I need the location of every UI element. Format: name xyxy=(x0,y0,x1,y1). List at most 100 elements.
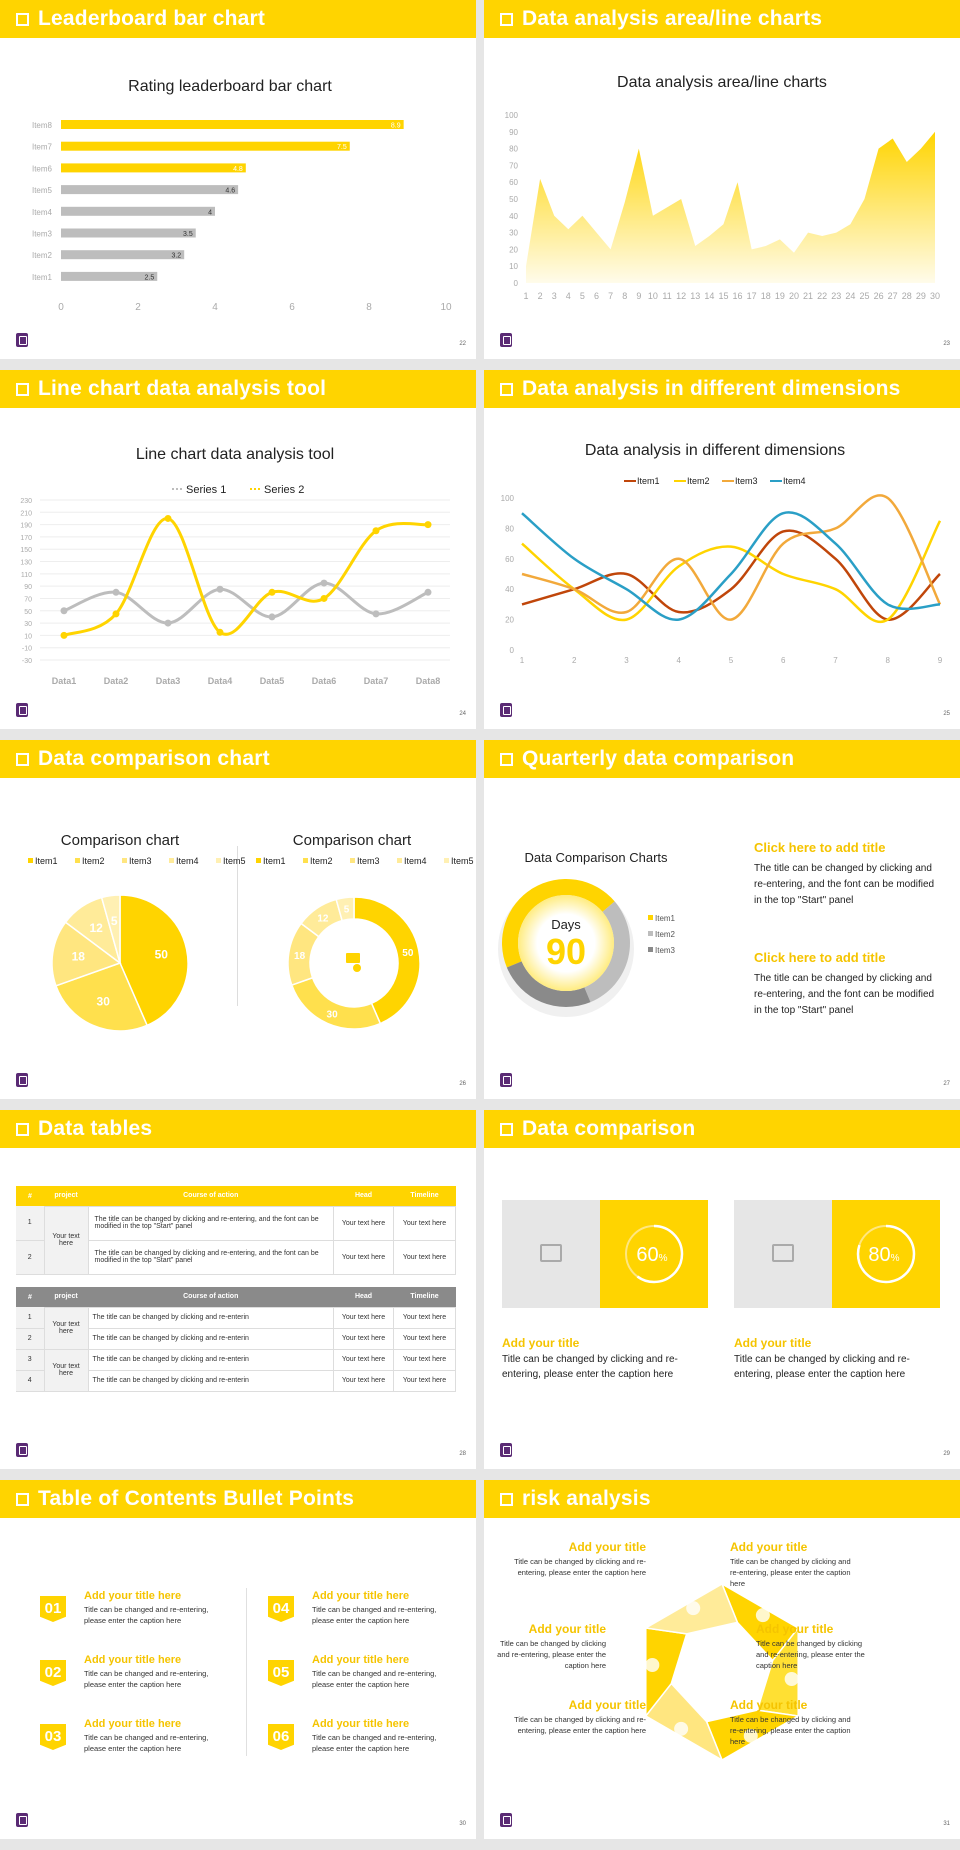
head-cell: Your text here xyxy=(333,1369,394,1392)
tick-label: 21 xyxy=(803,291,813,301)
category-label: Data4 xyxy=(208,676,233,686)
row-number: 4 xyxy=(16,1370,44,1392)
timeline-cell: Your text here xyxy=(393,1348,456,1371)
tick-label: 10 xyxy=(509,262,518,271)
toc-body: Title can be changed and re-entering, pl… xyxy=(84,1605,209,1625)
timeline-cell: Your text here xyxy=(393,1239,456,1275)
toc-number-badge: 03 xyxy=(40,1724,66,1750)
slide-title: Data analysis in different dimensions xyxy=(522,377,901,400)
row-number: 3 xyxy=(16,1349,44,1371)
tick-label: 0 xyxy=(510,646,515,655)
center-label: Days xyxy=(551,917,581,932)
col-header: # xyxy=(28,1293,32,1301)
tick-label: 5 xyxy=(729,656,734,665)
checkbox-icon xyxy=(16,1492,29,1506)
data-label: 30 xyxy=(327,1009,339,1020)
data-label: 30 xyxy=(97,995,111,1009)
table-row: 2 The title can be changed by clicking a… xyxy=(16,1239,456,1275)
tick-label: 0 xyxy=(58,302,64,313)
project-cell: Your text here xyxy=(43,1306,89,1350)
category-label: Item8 xyxy=(32,121,53,130)
risk-item[interactable]: Add your title Title can be changed by cl… xyxy=(504,1698,646,1736)
tick-label: 80 xyxy=(509,145,518,154)
col-header: Timeline xyxy=(410,1293,439,1301)
chart-title: Rating leaderboard bar chart xyxy=(128,78,332,95)
toc-item[interactable]: 06 Add your title here Title can be change… xyxy=(268,1718,468,1768)
tick-label: 0 xyxy=(514,279,519,288)
toc-title: Add your title here xyxy=(312,1590,410,1602)
line-chart: Series 1 Series 2 -30 -10 10 30 50 70 90 110 130 15… xyxy=(20,484,450,686)
logo-icon xyxy=(16,1073,28,1087)
legend-label: Item3 xyxy=(129,856,152,866)
toc-item[interactable]: 02 Add your title here Title can be change… xyxy=(40,1654,240,1704)
toc-body: Title can be changed and re-entering, pl… xyxy=(312,1733,437,1753)
logo-icon xyxy=(500,333,512,347)
risk-item[interactable]: Add your title Title can be changed by cl… xyxy=(730,1540,854,1589)
data-point xyxy=(372,527,380,535)
tick-label: 26 xyxy=(874,291,884,301)
toc-item[interactable]: 01 Add your title here Title can be change… xyxy=(40,1590,240,1640)
data-label: 18 xyxy=(72,950,86,964)
chart-title: Comparison chart xyxy=(60,832,180,849)
tick-label: 3 xyxy=(624,656,629,665)
legend-swatch xyxy=(397,858,402,863)
tick-label: 50 xyxy=(24,609,32,616)
data-point xyxy=(320,594,328,602)
slide-title: Data analysis area/line charts xyxy=(522,7,823,30)
legend-label: Item2 xyxy=(82,856,105,866)
toc-item[interactable]: 05 Add your title here Title can be change… xyxy=(268,1654,468,1704)
table-row: 3 Your text here The title can be change… xyxy=(16,1348,456,1392)
logo-icon xyxy=(500,703,512,717)
risk-item[interactable]: Add your title Title can be changed by cl… xyxy=(756,1622,868,1671)
progress-value: 60% xyxy=(636,1244,667,1266)
risk-item[interactable]: Add your title Title can be changed by cl… xyxy=(730,1698,854,1747)
category-label: Item6 xyxy=(32,164,53,173)
data-point xyxy=(424,588,432,596)
tick-label: -10 xyxy=(22,646,32,653)
tick-label: 29 xyxy=(916,291,926,301)
checkbox-icon xyxy=(500,1122,513,1136)
image-placeholder[interactable] xyxy=(502,1200,600,1308)
legend-label: Series 2 xyxy=(264,484,304,496)
tick-label: 10 xyxy=(440,302,452,313)
tick-label: 7 xyxy=(608,291,613,301)
risk-item[interactable]: Add your title Title can be changed by cl… xyxy=(504,1540,646,1578)
legend-swatch xyxy=(350,858,355,863)
building-icon xyxy=(645,1658,660,1673)
block-title[interactable]: Click here to add title xyxy=(754,950,886,965)
toc-item[interactable]: 03 Add your title here Title can be change… xyxy=(40,1718,240,1768)
legend-swatch xyxy=(648,915,653,920)
tick-label: 30 xyxy=(24,621,32,628)
tick-label: 190 xyxy=(20,523,32,530)
toc-item[interactable]: 04 Add your title here Title can be change… xyxy=(268,1590,468,1640)
tick-label: 130 xyxy=(20,560,32,567)
col-header: project xyxy=(54,1293,78,1301)
card-title[interactable]: Add your title xyxy=(502,1336,580,1350)
risk-item[interactable]: Add your title Title can be changed by cl… xyxy=(494,1622,606,1671)
progress-arc xyxy=(624,1224,684,1284)
legend-swatch xyxy=(28,858,33,863)
tick-label: 25 xyxy=(859,291,869,301)
tick-label: 19 xyxy=(775,291,785,301)
legend-label: Item5 xyxy=(451,856,474,866)
tick-label: 4 xyxy=(566,291,571,301)
risk-title: Add your title xyxy=(730,1540,808,1554)
slide-header: Data analysis in different dimensions xyxy=(484,370,960,408)
legend-swatch xyxy=(256,858,261,863)
tick-label: 15 xyxy=(718,291,728,301)
slide-header: risk analysis xyxy=(484,1480,960,1518)
tick-label: 28 xyxy=(902,291,912,301)
timeline-cell: Your text here xyxy=(393,1327,456,1350)
risk-body: Title can be changed by clicking and re-… xyxy=(756,1639,865,1670)
legend-swatch xyxy=(75,858,80,863)
slide-title: Data tables xyxy=(38,1117,153,1140)
image-placeholder[interactable] xyxy=(734,1200,832,1308)
block-title[interactable]: Click here to add title xyxy=(754,840,886,855)
tick-label: 24 xyxy=(845,291,855,301)
data-point xyxy=(216,628,224,636)
card-title[interactable]: Add your title xyxy=(734,1336,812,1350)
category-label: Data8 xyxy=(416,676,441,686)
tick-label: 30 xyxy=(509,229,518,238)
page-number: 29 xyxy=(943,1451,950,1457)
